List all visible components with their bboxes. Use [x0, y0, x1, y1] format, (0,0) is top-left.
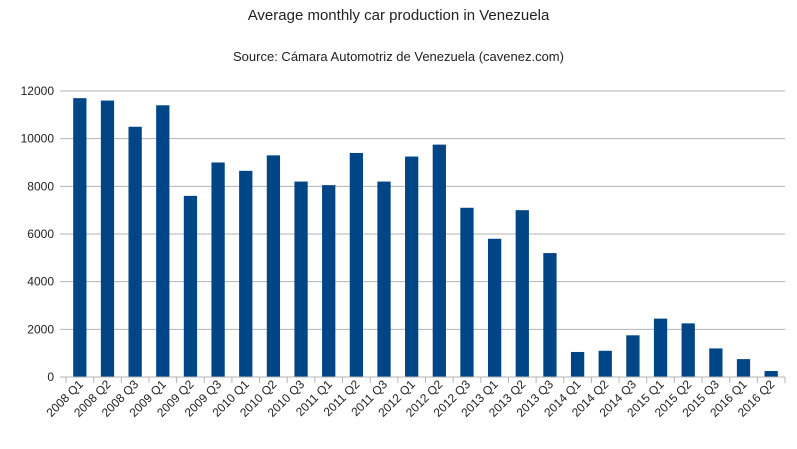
grid-lines [66, 90, 785, 378]
bar-2013-q3 [543, 253, 557, 377]
y-tick-label: 4000 [27, 275, 54, 289]
bar-2009-q1 [156, 105, 170, 378]
bar-2008-q3 [128, 126, 142, 377]
bar-2008-q2 [100, 100, 115, 378]
y-tick-label: 6000 [27, 227, 54, 241]
chart-subtitle: Source: Cámara Automotriz de Venezuela (… [233, 49, 564, 64]
y-tick-label: 0 [47, 370, 54, 384]
chart-title: Average monthly car production in Venezu… [247, 7, 550, 24]
bar-2010-q3 [294, 181, 308, 377]
bar-2013-q1 [487, 238, 502, 377]
bar-2014-q3 [626, 335, 640, 377]
bar-2011-q2 [349, 152, 364, 377]
y-tick-label: 8000 [27, 179, 54, 193]
bar-2016-q1 [736, 359, 751, 377]
bar-2015-q1 [653, 318, 668, 377]
y-tick-label: 2000 [27, 322, 54, 336]
bar-2014-q2 [598, 350, 612, 377]
bar-2010-q2 [266, 155, 281, 377]
y-axis-ticks: 0 2000 4000 6000 8000 10000 12000 [21, 84, 66, 384]
bar-2015-q3 [709, 348, 723, 377]
bar-2013-q2 [515, 210, 529, 377]
y-tick-label: 10000 [21, 132, 55, 146]
bar-2012-q2 [432, 144, 446, 377]
bar-2012-q3 [460, 207, 474, 377]
bar-2010-q1 [239, 170, 253, 377]
bar-2012-q1 [405, 156, 419, 377]
bar-2011-q1 [322, 185, 336, 377]
bar-2009-q3 [211, 162, 225, 377]
y-tick-label: 12000 [21, 84, 55, 98]
bar-2011-q3 [377, 181, 391, 377]
bar-2014-q1 [570, 351, 585, 377]
bar-2015-q2 [681, 323, 695, 377]
bar-2016-q2 [764, 371, 778, 377]
bar-2009-q2 [183, 195, 198, 377]
bar-2008-q1 [73, 98, 87, 378]
bars [73, 98, 778, 378]
